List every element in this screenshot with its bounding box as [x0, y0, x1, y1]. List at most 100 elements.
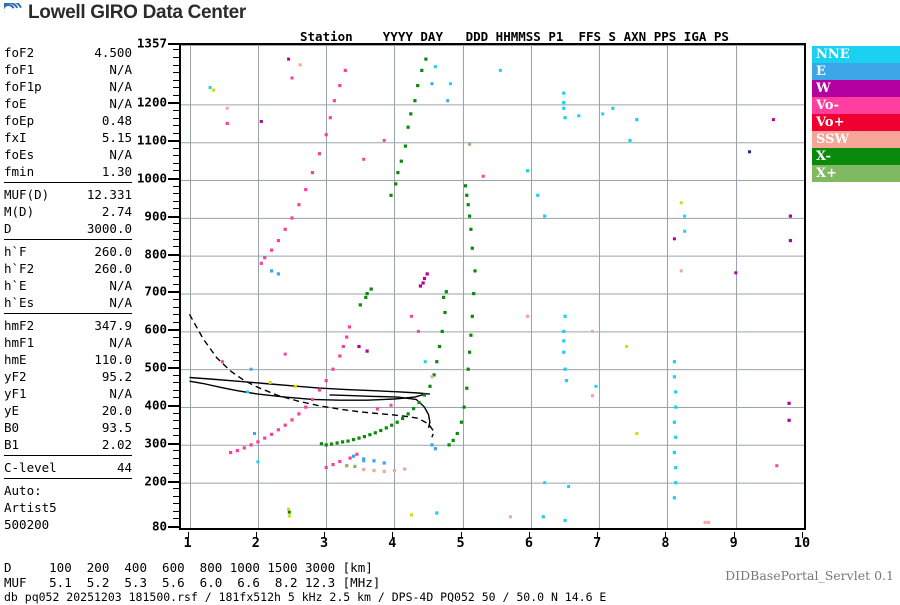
- legend-item-w[interactable]: W: [812, 80, 900, 97]
- param-key: hmF1: [4, 335, 35, 350]
- param-row: h`E N/A: [4, 277, 132, 294]
- x-axis-tick-label: 4: [388, 535, 397, 551]
- y-minor-tick: [173, 95, 179, 96]
- legend-item-x-[interactable]: X-: [812, 148, 900, 165]
- legend-item-nne[interactable]: NNE: [812, 46, 900, 63]
- logo-text: Lowell GIRO Data Center: [28, 2, 246, 23]
- y-minor-tick: [173, 284, 179, 285]
- x-major-tick: [529, 532, 530, 538]
- legend-item-vo-[interactable]: Vo+: [812, 114, 900, 131]
- y-minor-tick: [173, 57, 179, 58]
- param-value: 95.2: [101, 369, 132, 384]
- y-axis-tick-label: 1100: [136, 132, 167, 148]
- param-row: yF2 95.2: [4, 368, 132, 385]
- footer-info: D 100 200 400 600 800 1000 1500 3000 [km…: [4, 560, 606, 605]
- trace-e-curve: [189, 376, 430, 395]
- y-minor-tick: [173, 496, 179, 497]
- param-value: N/A: [109, 79, 132, 94]
- legend-item-label: Vo-: [816, 98, 839, 113]
- y-minor-tick: [173, 276, 179, 277]
- param-row: h`Es N/A: [4, 294, 132, 311]
- trace-upper-curve: [329, 394, 431, 428]
- y-axis-tick-label: 1357: [136, 35, 167, 51]
- y-minor-tick: [173, 511, 179, 512]
- param-key: yE: [4, 403, 20, 418]
- param-row: foEs N/A: [4, 146, 132, 163]
- param-key: hmE: [4, 352, 27, 367]
- y-axis-tick-label: 600: [144, 321, 167, 337]
- y-major-tick: [168, 254, 179, 256]
- param-key: h`Es: [4, 295, 35, 310]
- y-minor-tick: [173, 118, 179, 119]
- legend-item-x-[interactable]: X+: [812, 165, 900, 182]
- legend-item-vo-[interactable]: Vo-: [812, 97, 900, 114]
- auto-scaler-line: Auto:: [4, 483, 42, 498]
- y-axis-tick-label: 400: [144, 397, 167, 413]
- y-minor-tick: [173, 110, 179, 111]
- param-key: foEp: [4, 113, 35, 128]
- y-minor-tick: [173, 344, 179, 345]
- y-major-tick: [168, 178, 179, 180]
- param-row: foE N/A: [4, 95, 132, 112]
- y-minor-tick: [173, 261, 179, 262]
- y-minor-tick: [173, 80, 179, 81]
- legend-item-label: W: [816, 81, 831, 96]
- giro-logo: Lowell GIRO Data Center: [4, 3, 246, 22]
- param-key: h`F2: [4, 261, 35, 276]
- param-value: 110.0: [94, 352, 132, 367]
- y-major-tick: [168, 216, 179, 218]
- param-group: foF2 4.500 foF1 N/A foF1p N/A foE N/A foEp 0.48 fx…: [4, 44, 132, 183]
- param-value: 260.0: [94, 261, 132, 276]
- y-axis-tick-label: 900: [144, 208, 167, 224]
- param-row: hmE 110.0: [4, 351, 132, 368]
- ionogram-canvas: [181, 45, 804, 528]
- y-minor-tick: [173, 269, 179, 270]
- legend-item-e[interactable]: E: [812, 63, 900, 80]
- y-minor-tick: [173, 375, 179, 376]
- legend-item-label: NNE: [816, 47, 850, 62]
- param-value: N/A: [109, 386, 132, 401]
- param-key: hmF2: [4, 318, 35, 333]
- y-axis-tick-label: 500: [144, 359, 167, 375]
- profile-curves: [188, 313, 435, 438]
- param-group: h`F 260.0 h`F2 260.0 h`E N/A h`Es N/A: [4, 243, 132, 314]
- param-value: 260.0: [94, 244, 132, 259]
- param-key: h`F: [4, 244, 27, 259]
- y-major-tick: [168, 102, 179, 104]
- param-key: M(D): [4, 204, 35, 219]
- y-minor-tick: [173, 125, 179, 126]
- param-key: C-level: [4, 460, 57, 475]
- param-key: B1: [4, 437, 20, 452]
- y-minor-tick: [173, 72, 179, 73]
- y-major-tick: [168, 481, 179, 483]
- param-value: 1.30: [101, 164, 132, 179]
- x-major-tick: [597, 532, 598, 538]
- y-minor-tick: [173, 518, 179, 519]
- param-value: N/A: [109, 335, 132, 350]
- param-row: hmF1 N/A: [4, 334, 132, 351]
- param-value: 44: [116, 460, 132, 475]
- grid-lines: [181, 45, 804, 528]
- y-axis-tick-label: 300: [144, 435, 167, 451]
- y-minor-tick: [173, 450, 179, 451]
- legend-item-ssw[interactable]: SSW: [812, 131, 900, 148]
- ionogram-plot[interactable]: [179, 43, 806, 530]
- legend-item-label: X+: [816, 166, 837, 181]
- param-key: foF1: [4, 62, 35, 77]
- y-minor-tick: [173, 397, 179, 398]
- y-minor-tick: [173, 186, 179, 187]
- y-minor-tick: [173, 307, 179, 308]
- x-axis: 1 2 3 4 5 6 7 8 9 10: [179, 532, 810, 556]
- y-minor-tick: [173, 208, 179, 209]
- param-row: yE 20.0: [4, 402, 132, 419]
- y-minor-tick: [173, 314, 179, 315]
- y-minor-tick: [173, 231, 179, 232]
- param-key: foEs: [4, 147, 35, 162]
- param-value: 2.74: [101, 204, 132, 219]
- param-row: M(D) 2.74: [4, 203, 132, 220]
- station-header-labels: Station YYYY DAY DDD HHMMSS P1 FFS S AXN…: [300, 29, 729, 44]
- x-major-tick: [734, 532, 735, 538]
- param-row: foEp 0.48: [4, 112, 132, 129]
- y-minor-tick: [173, 65, 179, 66]
- wifi-arc-icon: [4, 3, 26, 22]
